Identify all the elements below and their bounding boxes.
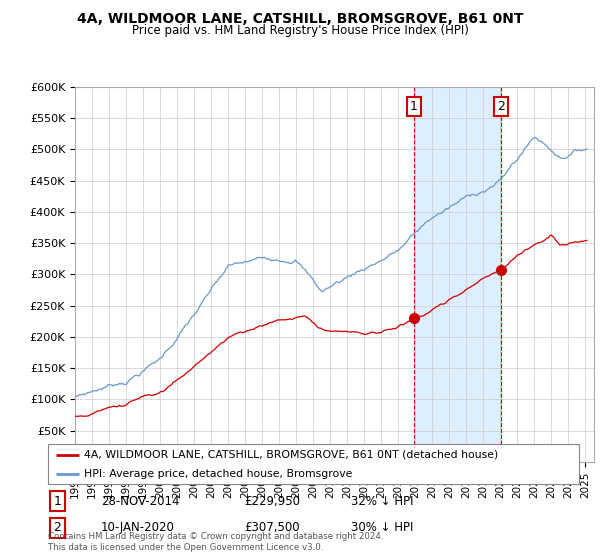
Text: HPI: Average price, detached house, Bromsgrove: HPI: Average price, detached house, Brom… [84,469,352,478]
Text: 10-JAN-2020: 10-JAN-2020 [101,521,175,534]
Bar [414,87,501,462]
Text: 1: 1 [53,494,61,508]
FancyBboxPatch shape [48,444,579,484]
Text: 2: 2 [53,521,61,534]
Text: 28-NOV-2014: 28-NOV-2014 [101,494,179,508]
Text: 1: 1 [410,100,418,113]
Text: Price paid vs. HM Land Registry's House Price Index (HPI): Price paid vs. HM Land Registry's House … [131,24,469,36]
Text: £307,500: £307,500 [244,521,300,534]
Text: Contains HM Land Registry data © Crown copyright and database right 2024.
This d: Contains HM Land Registry data © Crown c… [48,532,383,552]
Text: 30% ↓ HPI: 30% ↓ HPI [350,521,413,534]
Text: 4A, WILDMOOR LANE, CATSHILL, BROMSGROVE, B61 0NT: 4A, WILDMOOR LANE, CATSHILL, BROMSGROVE,… [77,12,523,26]
Text: 4A, WILDMOOR LANE, CATSHILL, BROMSGROVE, B61 0NT (detached house): 4A, WILDMOOR LANE, CATSHILL, BROMSGROVE,… [84,450,499,460]
Text: 2: 2 [497,100,505,113]
Text: £229,950: £229,950 [244,494,301,508]
Text: 32% ↓ HPI: 32% ↓ HPI [350,494,413,508]
